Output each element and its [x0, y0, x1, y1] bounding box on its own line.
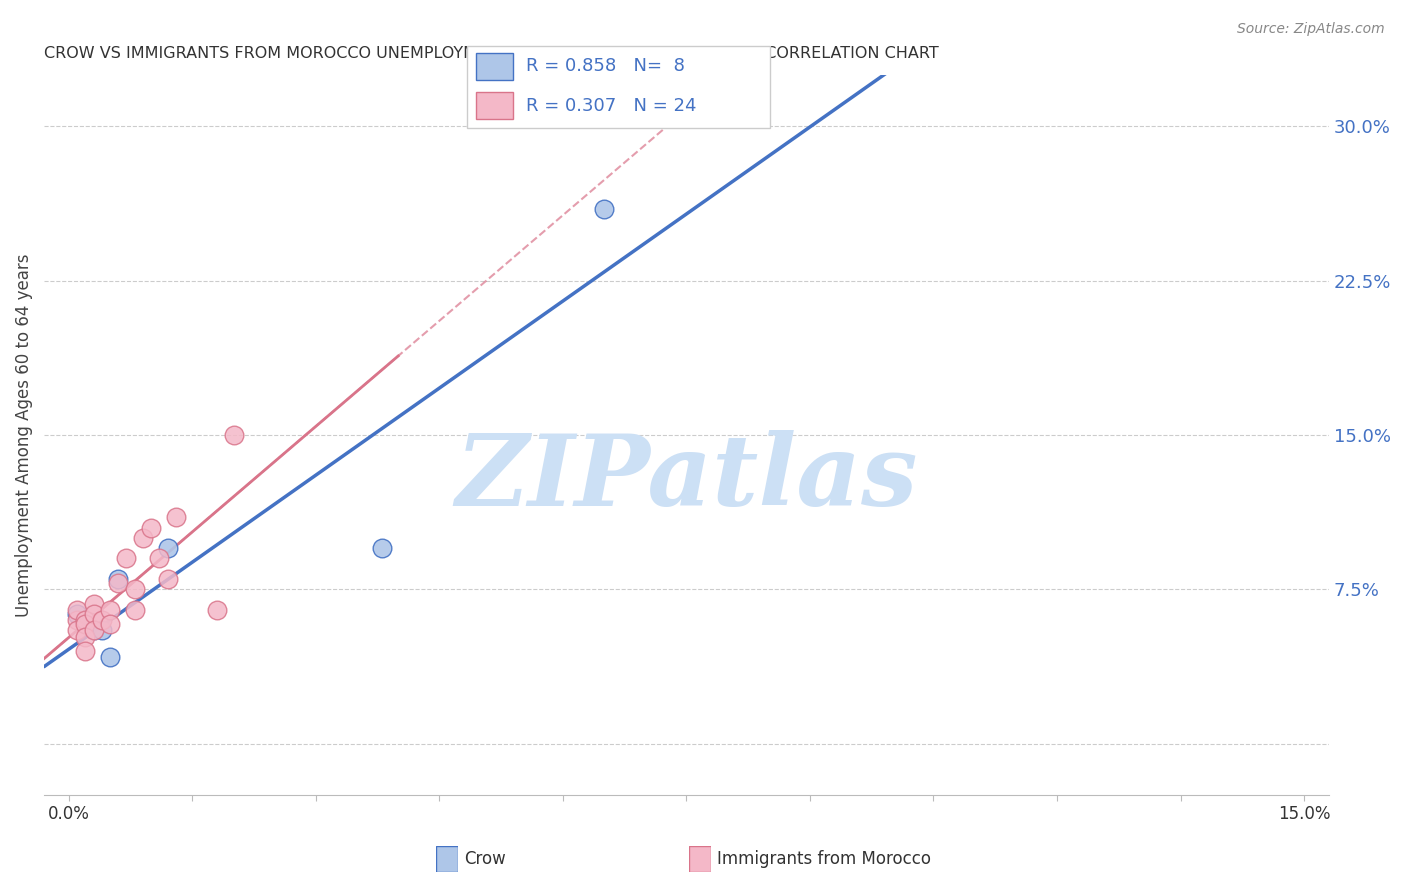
Text: ZIPatlas: ZIPatlas [456, 430, 918, 526]
FancyBboxPatch shape [467, 46, 770, 128]
Point [66, 624, 89, 638]
Point [132, 531, 155, 545]
Point [124, 603, 146, 617]
Point [75, 630, 97, 644]
Point [222, 428, 245, 442]
Point [83, 597, 105, 611]
Point [75, 613, 97, 627]
Text: Crow: Crow [464, 850, 506, 868]
Text: Immigrants from Morocco: Immigrants from Morocco [717, 850, 931, 868]
Point [141, 520, 163, 534]
Y-axis label: Unemployment Among Ages 60 to 64 years: Unemployment Among Ages 60 to 64 years [15, 253, 32, 616]
Point [90, 613, 112, 627]
Point [66, 607, 89, 621]
Point [98, 617, 121, 632]
Point [371, 541, 394, 556]
Point [205, 603, 228, 617]
Point [98, 603, 121, 617]
Point [148, 551, 170, 566]
Bar [477, 92, 513, 120]
Point [156, 572, 179, 586]
Point [107, 576, 129, 591]
Point [90, 624, 112, 638]
Text: Source: ZipAtlas.com: Source: ZipAtlas.com [1237, 22, 1385, 37]
Point [83, 624, 105, 638]
Point [83, 607, 105, 621]
Text: CROW VS IMMIGRANTS FROM MOROCCO UNEMPLOYMENT AMONG AGES 60 TO 64 YEARS CORRELATI: CROW VS IMMIGRANTS FROM MOROCCO UNEMPLOY… [44, 46, 939, 62]
Point [115, 551, 138, 566]
Point [107, 572, 129, 586]
Point [165, 510, 187, 524]
Point [98, 650, 121, 665]
Text: R = 0.307   N = 24: R = 0.307 N = 24 [526, 96, 696, 114]
Point [75, 644, 97, 658]
Point [124, 582, 146, 597]
Point [66, 613, 89, 627]
Point [66, 603, 89, 617]
Point [156, 541, 179, 556]
Point [593, 202, 616, 216]
Bar [477, 54, 513, 80]
Point [83, 624, 105, 638]
Text: R = 0.858   N=  8: R = 0.858 N= 8 [526, 57, 685, 75]
Point [75, 617, 97, 632]
